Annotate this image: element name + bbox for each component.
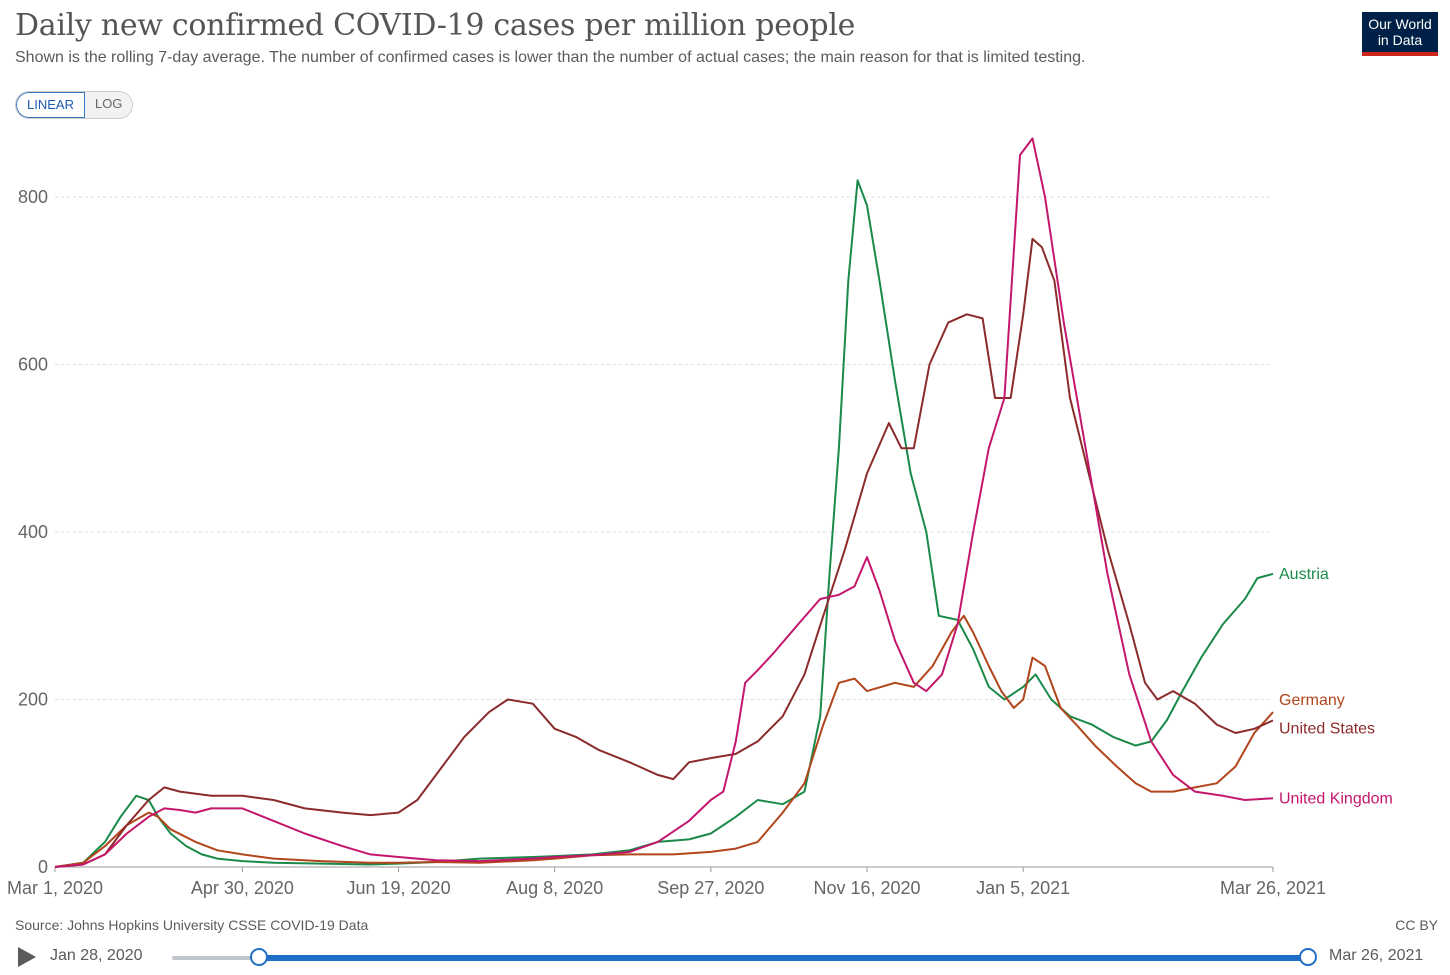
- license-link[interactable]: CC BY: [1395, 917, 1438, 933]
- x-axis: Mar 1, 2020 Apr 30, 2020 Jun 19, 2020 Aug 8…: [7, 866, 1326, 898]
- series-labels: Austria Germany United States United Kingdo…: [1279, 566, 1393, 807]
- x-tick-label: Aug 8, 2020: [506, 878, 603, 898]
- series-line-united-states: [54, 237, 1274, 868]
- series-label-austria: Austria: [1279, 566, 1329, 583]
- series-line-germany: [54, 614, 1274, 868]
- logo-line-2: in Data: [1377, 32, 1423, 48]
- line-chart: 0 200 400 600 800 Mar 1, 2020 Apr 30, 2020 Jun…: [7, 137, 1393, 898]
- x-tick-label: Nov 16, 2020: [813, 878, 920, 898]
- play-icon[interactable]: [18, 947, 36, 967]
- timeline-start-handle[interactable]: [250, 948, 268, 966]
- series-label-united-states: United States: [1279, 720, 1375, 737]
- x-tick-label: Sep 27, 2020: [657, 878, 764, 898]
- source-note: Source: Johns Hopkins University CSSE CO…: [15, 917, 369, 933]
- x-tick-label: Jan 5, 2021: [976, 878, 1070, 898]
- log-scale-button[interactable]: LOG: [84, 92, 133, 118]
- x-tick-label: Mar 26, 2021: [1220, 878, 1326, 898]
- timeline-selected-range: [259, 955, 1308, 961]
- series-label-germany: Germany: [1279, 692, 1345, 709]
- series-line-austria: [54, 179, 1274, 868]
- series-label-united-kingdom: United Kingdom: [1279, 790, 1393, 807]
- series-line-united-kingdom: [54, 137, 1274, 868]
- owid-logo[interactable]: Our World in Data: [1362, 12, 1438, 56]
- series-lines: [54, 137, 1274, 868]
- logo-line-1: Our World: [1368, 16, 1432, 32]
- grid-layer: 0 200 400 600 800: [18, 187, 1273, 877]
- x-tick-label: Jun 19, 2020: [346, 878, 450, 898]
- linear-scale-button[interactable]: LINEAR: [16, 92, 85, 118]
- x-tick-label: Apr 30, 2020: [191, 878, 294, 898]
- chart-title: Daily new confirmed COVID-19 cases per m…: [15, 8, 856, 43]
- y-tick-label: 0: [38, 857, 48, 877]
- y-tick-label: 200: [18, 690, 48, 710]
- scale-toggle: LINEAR LOG: [15, 91, 134, 119]
- timeline-end-label: Mar 26, 2021: [1329, 947, 1424, 964]
- x-tick-label: Mar 1, 2020: [7, 878, 103, 898]
- y-tick-label: 400: [18, 522, 48, 542]
- chart-subtitle: Shown is the rolling 7-day average. The …: [15, 49, 1086, 66]
- y-tick-label: 600: [18, 355, 48, 375]
- timeline-start-label: Jan 28, 2020: [50, 947, 143, 964]
- timeline-end-handle[interactable]: [1299, 948, 1317, 966]
- y-tick-label: 800: [18, 187, 48, 207]
